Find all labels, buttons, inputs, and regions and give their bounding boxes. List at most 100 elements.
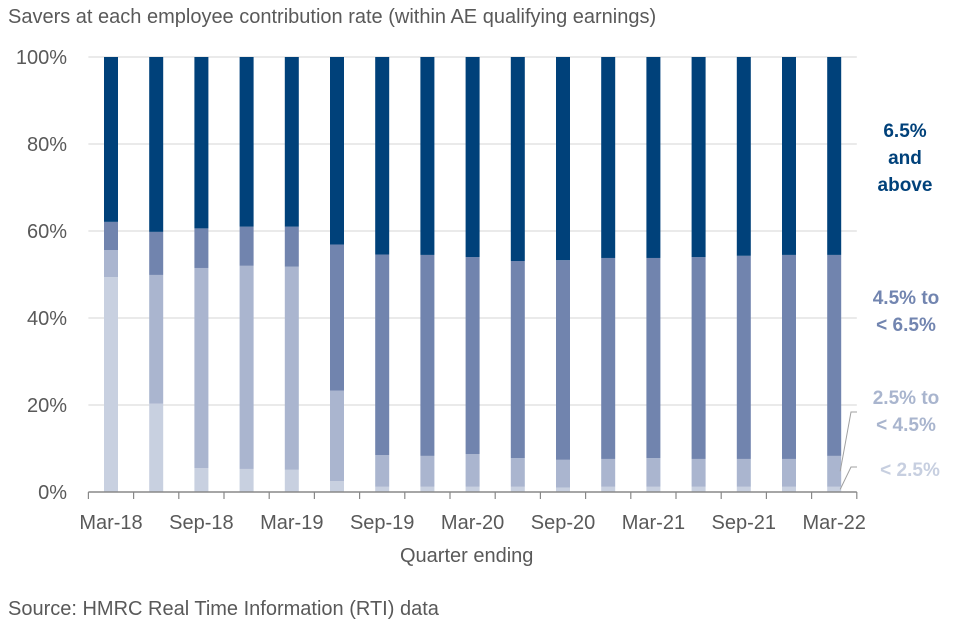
bar-segment — [691, 486, 706, 492]
bar-segment — [691, 458, 706, 487]
bar-segment — [239, 57, 254, 227]
bar-segment — [827, 455, 842, 487]
source-note: Source: HMRC Real Time Information (RTI)… — [8, 598, 439, 620]
bar-segment — [330, 244, 344, 391]
x-axis-label: Quarter ending — [400, 545, 534, 567]
x-tick-label: Mar-18 — [79, 512, 142, 534]
bar-segment — [510, 486, 525, 492]
bar-segment — [375, 254, 390, 456]
bar-segment — [736, 57, 751, 256]
bar-segment — [194, 468, 209, 492]
bar-segment — [646, 458, 661, 487]
bar-segment — [691, 57, 706, 258]
bar-segment — [149, 403, 164, 492]
bar-segment — [510, 57, 525, 262]
bar-segment — [149, 231, 164, 275]
legend-line: 2.5% to — [872, 388, 940, 409]
bar-segment — [420, 486, 435, 492]
bar-segment — [736, 486, 751, 492]
y-tick-label: 60% — [27, 221, 67, 243]
y-tick-label: 80% — [27, 134, 67, 156]
bar-segment — [556, 459, 570, 488]
bar-segment — [465, 57, 480, 258]
bar-segment — [104, 250, 118, 278]
legend-line: < 6.5% — [876, 315, 936, 336]
leader-line — [839, 466, 857, 490]
bar-segment — [646, 486, 661, 492]
bar-segment — [465, 454, 480, 487]
bar-segment — [194, 57, 209, 229]
bar-segment — [330, 57, 344, 245]
bar-segment — [239, 226, 254, 266]
bar-segment — [782, 458, 796, 487]
x-tick-label: Sep-21 — [712, 512, 777, 534]
bar-segment — [104, 277, 118, 492]
bar-segment — [375, 57, 390, 255]
bar-segment — [104, 221, 118, 251]
bar-segment — [736, 458, 751, 487]
bar-segment — [330, 481, 344, 492]
legend-label-6-5-and-above: 6.5% and above — [860, 118, 950, 199]
legend-line: < 2.5% — [880, 460, 940, 481]
bar-segment — [646, 57, 661, 258]
legend-line: 4.5% to — [872, 288, 940, 309]
bar-segment — [510, 261, 525, 459]
bar-segment — [465, 486, 480, 492]
legend-line: 6.5% — [883, 121, 927, 142]
y-tick-label: 20% — [27, 395, 67, 417]
bar-segment — [465, 257, 480, 455]
bar-segment — [556, 487, 570, 492]
y-tick-label: 0% — [38, 482, 67, 504]
bar-segment — [284, 57, 299, 227]
x-tick-label: Mar-20 — [441, 512, 504, 534]
bar-segment — [827, 254, 842, 456]
x-tick-label: Mar-21 — [622, 512, 685, 534]
y-tick-label: 100% — [16, 47, 67, 69]
bar-segment — [782, 486, 796, 492]
bar-segment — [284, 266, 299, 470]
bar-segment — [239, 265, 254, 469]
bar-segment — [691, 257, 706, 459]
chart-title: Savers at each employee contribution rat… — [8, 6, 657, 28]
bar-segment — [104, 57, 118, 222]
bar-segment — [601, 257, 616, 459]
bar-segment — [782, 57, 796, 255]
bar-segment — [827, 486, 842, 492]
bar-segment — [782, 254, 796, 459]
bar-segment — [646, 257, 661, 459]
bar-segment — [556, 57, 570, 261]
bar-segment — [194, 228, 209, 268]
bar-segment — [420, 455, 435, 487]
bar-segment — [149, 57, 164, 232]
legend-label-4-5-to-6-5: 4.5% to < 6.5% — [858, 285, 954, 339]
x-tick-label: Sep-18 — [169, 512, 234, 534]
bar-segment — [330, 390, 344, 482]
bar-segment — [420, 57, 435, 255]
x-tick-label: Sep-19 — [350, 512, 415, 534]
legend-line: and — [888, 148, 922, 169]
bar-segment — [375, 486, 390, 492]
bar-segment — [601, 458, 616, 487]
bar-segment — [601, 486, 616, 492]
y-tick-label: 40% — [27, 308, 67, 330]
legend-line: < 4.5% — [876, 415, 936, 436]
legend-line: above — [877, 175, 933, 196]
legend-label-2-5-to-4-5: 2.5% to < 4.5% — [858, 385, 954, 439]
x-tick-label: Mar-22 — [803, 512, 866, 534]
x-tick-label: Sep-20 — [531, 512, 596, 534]
bar-segment — [736, 255, 751, 459]
bar-segment — [284, 469, 299, 492]
bar-segment — [827, 57, 842, 255]
bar-segment — [194, 267, 209, 469]
leader-line — [839, 411, 857, 472]
bar-segment — [601, 57, 616, 258]
bar-segment — [510, 458, 525, 487]
bar-segment — [149, 274, 164, 404]
legend-label-below-2-5: < 2.5% — [866, 457, 954, 484]
bar-segment — [556, 260, 570, 460]
bar-segment — [284, 226, 299, 267]
bar-segment — [239, 468, 254, 492]
bar-segment — [420, 254, 435, 456]
